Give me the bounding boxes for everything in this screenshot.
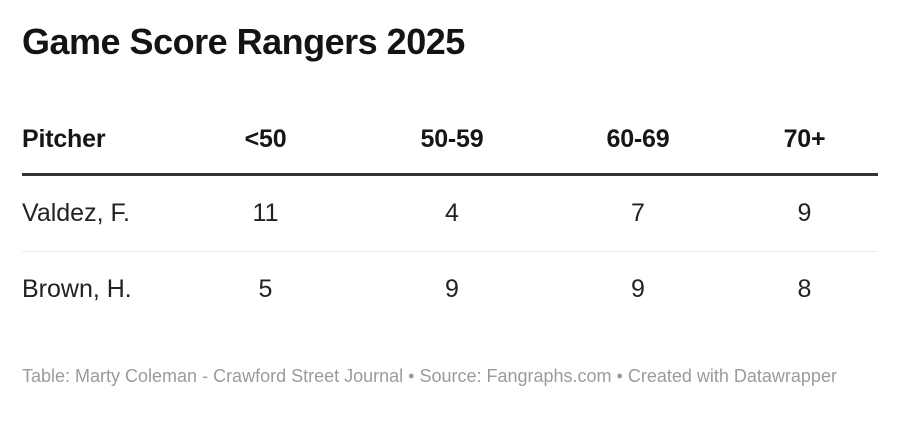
column-header-70-plus: 70+: [731, 102, 878, 177]
column-header-pitcher: Pitcher: [22, 102, 172, 177]
value-cell: 7: [631, 199, 645, 228]
pitcher-name-cell: Brown, H.: [22, 251, 172, 328]
value-cell: 11: [252, 199, 279, 228]
column-header-50-59: 50-59: [359, 102, 545, 177]
table-row: Valdez, F. 11 4 7 9: [22, 175, 878, 252]
page-title: Game Score Rangers 2025: [22, 21, 465, 62]
pitcher-name-cell: Valdez, F.: [22, 199, 130, 228]
attribution-footer: Table: Marty Coleman - Crawford Street J…: [22, 366, 837, 387]
value-cell: 9: [359, 251, 545, 328]
value-cell: 4: [445, 199, 459, 228]
value-cell: 8: [731, 251, 878, 328]
table-header-row: Pitcher <50 50-59 60-69 70+: [22, 102, 878, 177]
column-header-60-69: 60-69: [545, 102, 731, 177]
column-header-under-50: <50: [172, 102, 359, 177]
game-score-table: Pitcher <50 50-59 60-69 70+ Valdez, F. 1…: [22, 102, 878, 328]
table-row: Brown, H. 5 9 9 8: [22, 251, 878, 328]
value-cell: 9: [797, 199, 812, 228]
value-cell: 9: [545, 251, 731, 328]
value-cell: 5: [172, 251, 359, 328]
